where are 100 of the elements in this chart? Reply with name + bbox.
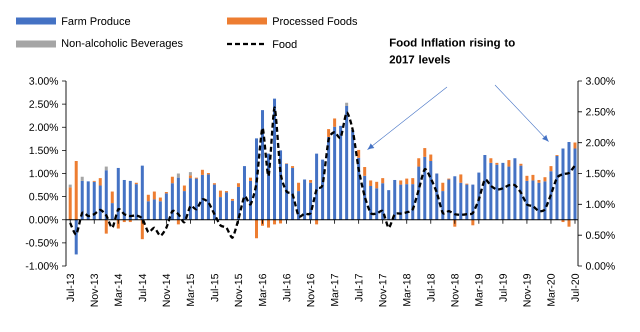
bar — [182, 191, 186, 220]
x-tick-label: Nov-19 — [523, 274, 531, 306]
bar — [86, 181, 90, 220]
x-tick-label: Jul-13 — [66, 274, 74, 302]
x-tick-label: Jul-15 — [210, 274, 218, 302]
bar — [146, 201, 150, 220]
bar — [381, 183, 384, 220]
x-tick-label: Jul-20 — [571, 274, 579, 302]
bar — [80, 180, 84, 220]
bar — [525, 180, 528, 220]
bar — [489, 162, 492, 220]
y2-tick-label: 1.50% — [586, 170, 615, 178]
bar — [327, 129, 330, 137]
x-tick-label: Mar-20 — [547, 274, 555, 306]
bar — [273, 98, 276, 220]
x-tick-label: Mar-14 — [114, 274, 122, 306]
bar — [375, 188, 378, 220]
bar — [98, 186, 102, 220]
bar — [255, 220, 258, 238]
bar — [188, 178, 192, 220]
x-tick-label: Nov-15 — [234, 274, 242, 306]
bar — [74, 161, 78, 220]
bar — [429, 154, 432, 162]
bar — [110, 192, 114, 204]
bar — [98, 178, 102, 186]
bar — [555, 156, 558, 220]
bar — [146, 194, 150, 202]
bar — [104, 166, 108, 170]
bar — [303, 180, 306, 220]
bar — [423, 148, 426, 157]
bar — [315, 154, 318, 220]
bar — [158, 201, 162, 220]
bar — [206, 174, 210, 220]
bar — [519, 166, 522, 220]
bar — [531, 180, 534, 220]
bar — [140, 166, 144, 220]
y-tick-label: 1.00% — [30, 170, 58, 178]
y2-tick-label: 0.00% — [586, 262, 615, 270]
bar — [248, 178, 252, 181]
bar — [194, 178, 198, 220]
bar — [501, 162, 504, 220]
bar — [495, 164, 498, 220]
y-tick-label: -1.00% — [26, 262, 58, 270]
bar — [351, 130, 354, 220]
bar — [471, 220, 474, 226]
bar — [375, 182, 378, 188]
bar — [369, 186, 372, 220]
bar — [345, 106, 348, 220]
bar — [459, 182, 462, 220]
bar — [152, 199, 156, 220]
bar — [549, 166, 552, 172]
bar — [363, 167, 366, 176]
y-tick-label: -0.50% — [26, 239, 58, 247]
bar — [291, 168, 294, 220]
y-tick-label: 2.00% — [29, 124, 58, 131]
bar — [152, 192, 156, 200]
bar — [333, 118, 336, 127]
legend-label: Non-alcoholic Beverages — [62, 38, 183, 50]
bar — [507, 166, 510, 220]
bar — [333, 126, 336, 220]
bar — [393, 180, 396, 220]
y2-tick-label: 1.00% — [586, 200, 615, 208]
bar — [176, 178, 180, 220]
x-tick-label: Mar-15 — [186, 274, 194, 306]
bar — [537, 180, 540, 183]
bar — [543, 181, 546, 220]
text: Food Inflation rising to 2017 levels — [390, 38, 515, 64]
bar — [309, 180, 312, 183]
bar — [68, 184, 72, 188]
bar — [543, 177, 546, 182]
bar — [369, 180, 372, 186]
bar — [411, 184, 414, 220]
y-tick-label: 2.50% — [29, 100, 58, 108]
bar — [158, 198, 162, 202]
bar — [345, 102, 348, 106]
y-tick-label: 1.50% — [30, 146, 58, 154]
bar — [549, 171, 552, 220]
bar — [182, 186, 186, 192]
bar — [297, 182, 300, 192]
bar — [104, 220, 108, 234]
bar — [122, 180, 126, 220]
legend-label: Processed Foods — [273, 16, 358, 26]
bar — [417, 158, 420, 167]
bar — [381, 178, 384, 184]
bar — [188, 172, 192, 176]
bar — [327, 136, 330, 220]
bar — [92, 182, 96, 220]
bar — [110, 203, 114, 220]
bar — [525, 176, 528, 181]
bar — [248, 180, 252, 220]
y2-tick-label: 2.50% — [586, 108, 615, 116]
x-tick-label: Nov-16 — [306, 274, 314, 306]
legend-label: Farm Produce — [62, 16, 130, 26]
bar — [80, 176, 84, 181]
y2-tick-label: 0.50% — [586, 231, 615, 239]
bar — [116, 168, 120, 220]
bar — [489, 158, 492, 163]
bar — [339, 126, 342, 220]
x-tick-label: Jul-17 — [354, 274, 363, 302]
bar — [68, 187, 72, 220]
